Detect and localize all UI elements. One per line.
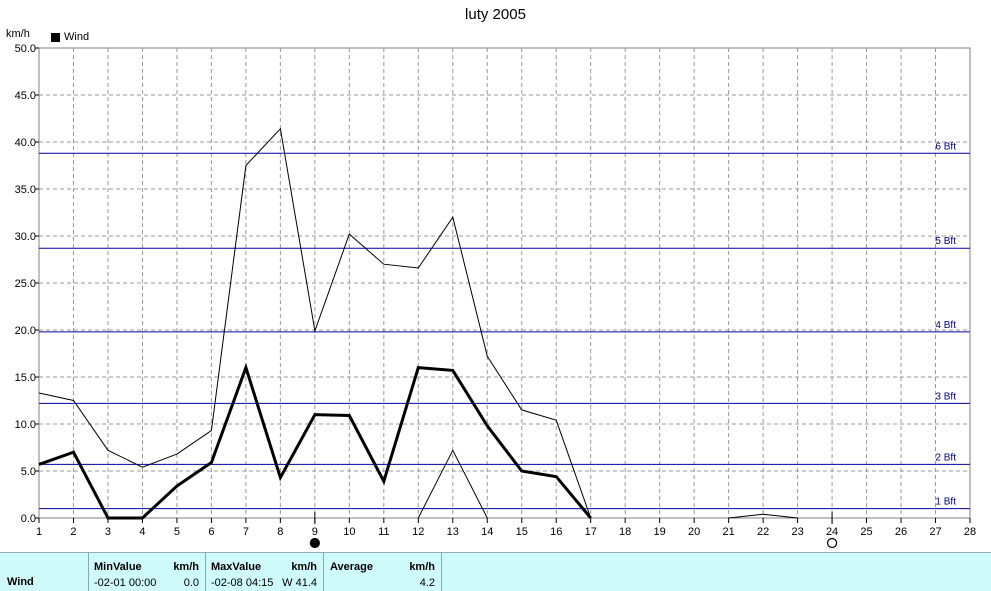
min-value: 0.0 [183, 577, 199, 589]
x-tick-label: 25 [860, 526, 872, 538]
x-tick-label: 11 [378, 526, 389, 538]
x-tick-label: 15 [516, 526, 528, 538]
beaufort-label: 2 Bft [935, 452, 956, 463]
series-line-secondary [38, 127, 592, 519]
x-tick-label: 4 [139, 526, 145, 538]
y-tick-label: 35.0 [15, 184, 36, 196]
x-tick-label: 8 [277, 526, 283, 538]
chart-title: luty 2005 [465, 6, 526, 23]
x-tick-label: 7 [243, 526, 249, 538]
beaufort-label: 4 Bft [935, 320, 956, 331]
y-tick-label: 0.0 [21, 513, 36, 525]
min-header: MinValue [94, 561, 142, 573]
stats-label-cell: Wind [0, 553, 89, 591]
x-tick-label: 2 [70, 526, 76, 538]
x-tick-label: 3 [105, 526, 111, 538]
full-moon-icon [309, 537, 320, 549]
chart-plot: 1 2 3 4 5 6 7 8 9 10 11 12 13 14 15 16 17 18 19 20 21 22 23 24 2… [15, 43, 976, 549]
x-tick-label: 26 [895, 526, 907, 538]
y-tick-label: 45.0 [15, 90, 36, 102]
min-unit: km/h [173, 561, 199, 573]
x-tick-label: 13 [447, 526, 459, 538]
stats-max-cell: MaxValue km/h -02-08 04:15 W 41.4 [205, 553, 324, 591]
y-tick-label: 20.0 [15, 325, 36, 337]
avg-value: 4.2 [419, 577, 435, 589]
x-tick-label: 20 [688, 526, 700, 538]
series-line-wind [38, 362, 592, 520]
x-tick-label: 6 [208, 526, 214, 538]
x-tick-label: 23 [791, 526, 803, 538]
legend: Wind [51, 31, 89, 43]
min-time: -02-01 00:00 [94, 577, 157, 589]
series-line-secondary [417, 449, 488, 519]
y-tick-label: 10.0 [15, 419, 36, 431]
beaufort-label: 5 Bft [935, 236, 956, 247]
x-tick-label: 5 [174, 526, 180, 538]
y-tick-label: 50.0 [15, 43, 36, 55]
x-tick-label: 18 [619, 526, 631, 538]
y-unit-label: km/h [6, 28, 30, 40]
series-line-secondary [728, 513, 798, 519]
new-moon-icon [826, 537, 838, 549]
legend-swatch [51, 32, 60, 42]
x-tick-label: 14 [481, 526, 493, 538]
x-tick-label: 28 [964, 526, 976, 538]
x-tick-label: 16 [550, 526, 562, 538]
stats-min-cell: MinValue km/h -02-01 00:00 0.0 [88, 553, 206, 591]
avg-unit: km/h [409, 561, 435, 573]
y-tick-label: 5.0 [21, 466, 36, 478]
x-tick-label: 19 [654, 526, 666, 538]
stats-panel: Wind MinValue km/h -02-01 00:00 0.0 MaxV… [0, 552, 991, 591]
max-time: -02-08 04:15 [211, 577, 274, 589]
beaufort-label: 1 Bft [935, 497, 956, 508]
stats-avg-cell: Average km/h 4.2 [323, 553, 442, 591]
y-tick-label: 30.0 [15, 231, 36, 243]
y-tick-label: 25.0 [15, 278, 36, 290]
x-tick-label: 17 [585, 526, 597, 538]
x-tick-label: 24 [826, 526, 838, 538]
x-tick-label: 9 [312, 526, 318, 538]
max-header: MaxValue [211, 561, 262, 573]
y-tick-label: 40.0 [15, 137, 36, 149]
legend-label: Wind [64, 31, 90, 43]
y-tick-label: 15.0 [15, 372, 36, 384]
x-tick-label: 12 [412, 526, 424, 538]
max-unit: km/h [291, 561, 317, 573]
stats-row-label: Wind [7, 576, 34, 588]
max-value: W 41.4 [282, 577, 317, 589]
x-tick-label: 22 [757, 526, 769, 538]
x-tick-label: 21 [723, 526, 735, 538]
avg-header: Average [330, 561, 374, 573]
x-tick-label: 10 [343, 526, 355, 538]
beaufort-label: 6 Bft [935, 141, 956, 152]
x-tick-label: 27 [929, 526, 941, 538]
beaufort-label: 3 Bft [935, 391, 956, 402]
x-tick-label: 1 [36, 526, 42, 538]
